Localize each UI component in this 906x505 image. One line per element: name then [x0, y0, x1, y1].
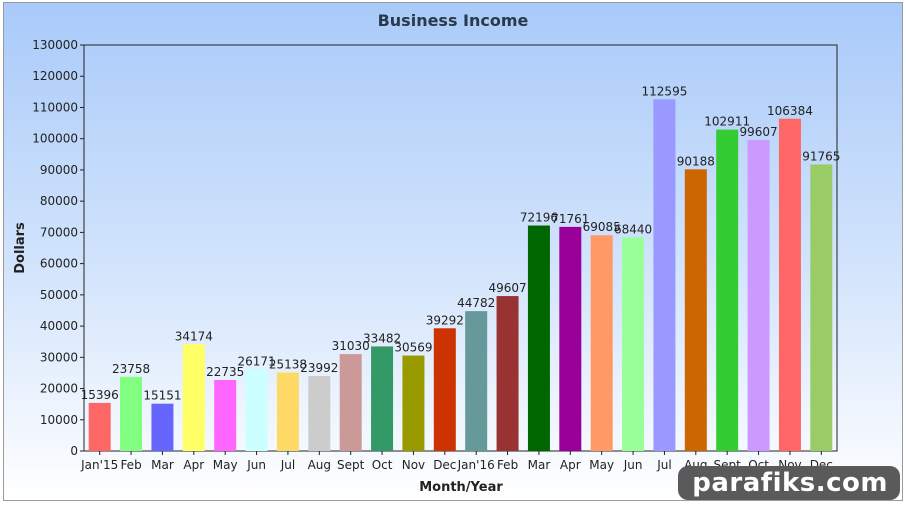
bar [684, 169, 707, 451]
bar [402, 355, 425, 451]
bar [590, 235, 613, 451]
data-label: 102911 [704, 115, 750, 129]
y-tick-label: 40000 [40, 319, 78, 333]
y-tick-label: 60000 [40, 257, 78, 271]
data-label: 71761 [551, 212, 589, 226]
y-tick-label: 70000 [40, 225, 78, 239]
data-label: 39292 [426, 313, 464, 327]
bar [747, 139, 770, 451]
bar [214, 379, 237, 451]
bar [622, 237, 645, 451]
bar [653, 99, 676, 452]
data-label: 15151 [143, 389, 181, 403]
x-tick-label: Jun [246, 458, 266, 472]
chart-frame: Business Income 0 10000 20000 30000 40000 5000… [3, 2, 903, 501]
x-tick-label: Sept [337, 458, 365, 472]
bar [433, 328, 456, 451]
x-tick-label: Mar [151, 458, 174, 472]
bar [496, 296, 519, 451]
bar [182, 344, 205, 451]
x-tick-label: Oct [372, 458, 393, 472]
x-tick-label: Apr [560, 458, 581, 472]
data-label: 22735 [206, 365, 244, 379]
y-tick-label: 30000 [40, 350, 78, 364]
data-label: 112595 [642, 84, 688, 98]
y-tick-label: 130000 [32, 38, 78, 52]
data-label: 49607 [488, 281, 526, 295]
bar [151, 403, 174, 451]
y-tick-label: 0 [70, 444, 78, 458]
bar [88, 402, 111, 451]
x-tick-label: Feb [120, 458, 141, 472]
data-label: 90188 [677, 154, 715, 168]
x-axis-label: Month/Year [419, 480, 503, 495]
data-label: 33482 [363, 331, 401, 345]
data-label: 26171 [237, 354, 275, 368]
x-tick-label: Jul [280, 458, 295, 472]
bar [308, 376, 331, 451]
x-tick-label: Jan'16 [457, 458, 495, 472]
data-label: 23992 [300, 361, 338, 375]
data-label: 25138 [269, 357, 307, 371]
y-tick-label: 80000 [40, 194, 78, 208]
chart-title: Business Income [378, 11, 529, 30]
x-tick-label: Jan'15 [80, 458, 118, 472]
x-tick-label: May [589, 458, 614, 472]
data-label: 23758 [112, 362, 150, 376]
x-tick-label: Mar [528, 458, 551, 472]
bar [245, 369, 268, 451]
data-label: 44782 [457, 296, 495, 310]
x-tick-label: Feb [497, 458, 518, 472]
data-label: 69085 [583, 220, 621, 234]
bar [810, 164, 833, 452]
y-tick-label: 20000 [40, 382, 78, 396]
x-tick-label: Jun [623, 458, 643, 472]
y-tick-label: 50000 [40, 288, 78, 302]
x-tick-label: May [213, 458, 238, 472]
x-tick-label: Dec [433, 458, 456, 472]
bar [778, 118, 801, 452]
y-tick-label: 90000 [40, 163, 78, 177]
data-label: 72196 [520, 211, 558, 225]
x-tick-label: Jul [656, 458, 671, 472]
x-tick-label: Nov [402, 458, 425, 472]
x-tick-label: Aug [308, 458, 331, 472]
data-label: 31030 [332, 339, 370, 353]
data-label: 34174 [175, 329, 213, 343]
plot-area [83, 44, 838, 452]
y-axis-label: Dollars [13, 222, 28, 274]
watermark: parafiks.com [678, 466, 900, 500]
data-label: 99607 [739, 125, 777, 139]
data-label: 68440 [614, 222, 652, 236]
bar [465, 311, 488, 451]
x-tick-label: Apr [183, 458, 204, 472]
data-label: 106384 [767, 104, 813, 118]
y-tick-label: 100000 [32, 132, 78, 146]
bar [716, 129, 739, 452]
bar [559, 226, 582, 451]
bar [120, 376, 143, 451]
bar [339, 354, 362, 451]
bar [371, 346, 394, 451]
y-tick-label: 120000 [32, 69, 78, 83]
data-label: 30569 [394, 341, 432, 355]
y-tick-label: 110000 [32, 100, 78, 114]
y-tick-label: 10000 [40, 413, 78, 427]
data-label: 15396 [81, 388, 119, 402]
bar [276, 372, 299, 451]
bar [527, 225, 550, 451]
data-label: 91765 [802, 149, 840, 163]
bar-chart: Business Income 0 10000 20000 30000 40000 5000… [13, 11, 840, 495]
